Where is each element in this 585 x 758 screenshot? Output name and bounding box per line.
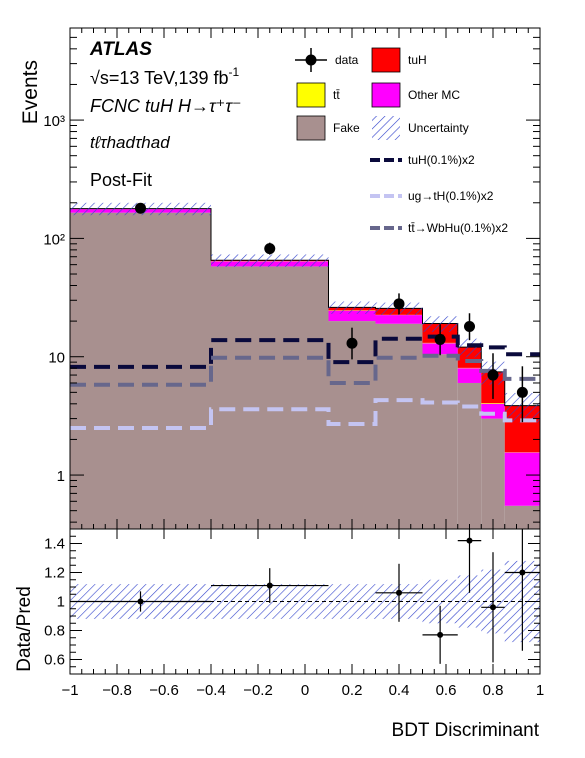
ratio-point-5 — [490, 604, 496, 611]
main-ytick-label-0: 1 — [57, 468, 65, 485]
stack-bar-other-mc-7 — [504, 452, 540, 506]
ratio-ytick-label-0: 0.6 — [44, 652, 65, 669]
ratio-histogram — [70, 529, 540, 664]
ratio-ytick-label-1: 0.8 — [44, 623, 65, 640]
legend-1-swatch — [371, 47, 401, 73]
main-ylabel: Events — [19, 60, 42, 124]
legend-0-label: data — [335, 53, 359, 67]
ratio-point-2 — [396, 589, 402, 596]
data-point-6 — [487, 369, 499, 381]
ratio-point-1 — [266, 582, 273, 589]
energy-label-sup: -1 — [229, 65, 240, 79]
xtick-label-3: −0.4 — [196, 682, 226, 699]
uncertainty-band-2 — [328, 301, 376, 314]
ratio-point-6 — [519, 569, 526, 576]
ratio-ytick-label-3: 1.2 — [44, 565, 65, 582]
xtick-label-0: −1 — [61, 682, 78, 699]
ratio-ytick-label-2: 1 — [57, 594, 65, 611]
xtick-label-10: 1 — [536, 682, 544, 699]
main-histogram — [70, 202, 540, 529]
xaxis-label: BDT Discriminant — [392, 720, 540, 741]
main-ytick-label-2: 10² — [43, 231, 65, 248]
energy-label: √s=13 TeV,139 fb-1 — [90, 65, 239, 88]
legend-5-swatch — [372, 116, 400, 140]
uncertainty-band-4 — [422, 316, 458, 332]
data-point-5 — [464, 321, 475, 333]
legend-3-swatch — [371, 82, 401, 108]
data-point-0 — [135, 202, 146, 214]
uncertainty-band-5 — [457, 338, 482, 358]
stack-bar-other-mc-6 — [481, 403, 505, 419]
ratio-point-3 — [437, 631, 444, 638]
stack-bar-fake-3 — [375, 323, 423, 529]
fit-label: Post-Fit — [90, 170, 152, 190]
ratio-point-4 — [466, 537, 473, 544]
legend-2-swatch — [296, 82, 326, 108]
legend-4-label: Fake — [333, 121, 360, 135]
xtick-label-1: −0.8 — [102, 682, 132, 699]
legend-8-label: tt̄→WbHu(0.1%)x2 — [408, 221, 508, 235]
xtick-label-5: 0 — [301, 682, 309, 699]
xtick-label-6: 0.2 — [342, 682, 363, 699]
signal-line-0 — [70, 334, 540, 369]
stack-bar-fake-6 — [481, 418, 505, 529]
legend-1-label: tuH — [408, 53, 427, 67]
data-point-3 — [393, 298, 405, 310]
legend-5-label: Uncertainty — [408, 121, 469, 135]
energy-label-text: √s=13 TeV,139 fb — [90, 68, 229, 88]
ratio-ytick-label-4: 1.4 — [44, 536, 65, 553]
legend-0-marker — [305, 54, 317, 66]
data-point-1 — [264, 243, 276, 255]
annotations: ATLAS √s=13 TeV,139 fb-1 FCNC tuH H→τ⁺τ⁻… — [89, 39, 241, 190]
stack-bar-fake-5 — [457, 382, 482, 529]
experiment-label: ATLAS — [89, 39, 152, 60]
legend: data tuH tt̄ Other MC Fake Uncertainty tuH(0.1… — [295, 47, 508, 235]
signal-line-1 — [70, 398, 540, 430]
stack-bar-other-mc-5 — [457, 368, 482, 383]
uncertainty-band-1 — [211, 254, 329, 267]
process-label: FCNC tuH H→τ⁺τ⁻ — [90, 96, 241, 116]
stack-bar-other-mc-3 — [375, 315, 423, 324]
legend-3-label: Other MC — [408, 88, 460, 102]
stack-bar-fake-1 — [211, 266, 329, 529]
xtick-label-2: −0.6 — [149, 682, 179, 699]
ratio-ylabel: Data/Pred — [14, 586, 35, 672]
main-ytick-label-3: 10³ — [43, 113, 65, 130]
legend-7-label: ug→tH(0.1%)x2 — [408, 189, 494, 203]
stack-bar-fake-7 — [504, 505, 540, 529]
xtick-label-8: 0.6 — [436, 682, 457, 699]
stack-bar-fake-4 — [422, 354, 458, 529]
legend-4-swatch — [296, 115, 326, 141]
legend-2-label: tt̄ — [333, 88, 340, 102]
data-point-2 — [346, 337, 358, 349]
xtick-label-9: 0.8 — [483, 682, 504, 699]
axes: −1 −0.8 −0.6 −0.4 −0.2 0 0.2 0.4 0.6 0.8 111010²10… — [43, 27, 544, 699]
main-ytick-label-1: 10 — [48, 350, 65, 367]
channel-label: tℓτhadτhad — [90, 133, 170, 152]
xtick-label-7: 0.4 — [389, 682, 410, 699]
legend-6-label: tuH(0.1%)x2 — [408, 153, 475, 167]
stack-bar-tt--6 — [481, 403, 505, 404]
stack-bar-other-mc-2 — [328, 310, 376, 322]
xtick-label-4: −0.2 — [243, 682, 273, 699]
data-point-7 — [516, 386, 528, 398]
data-point-4 — [434, 333, 446, 345]
ratio-point-0 — [137, 598, 144, 605]
stack-bar-fake-0 — [70, 212, 211, 529]
